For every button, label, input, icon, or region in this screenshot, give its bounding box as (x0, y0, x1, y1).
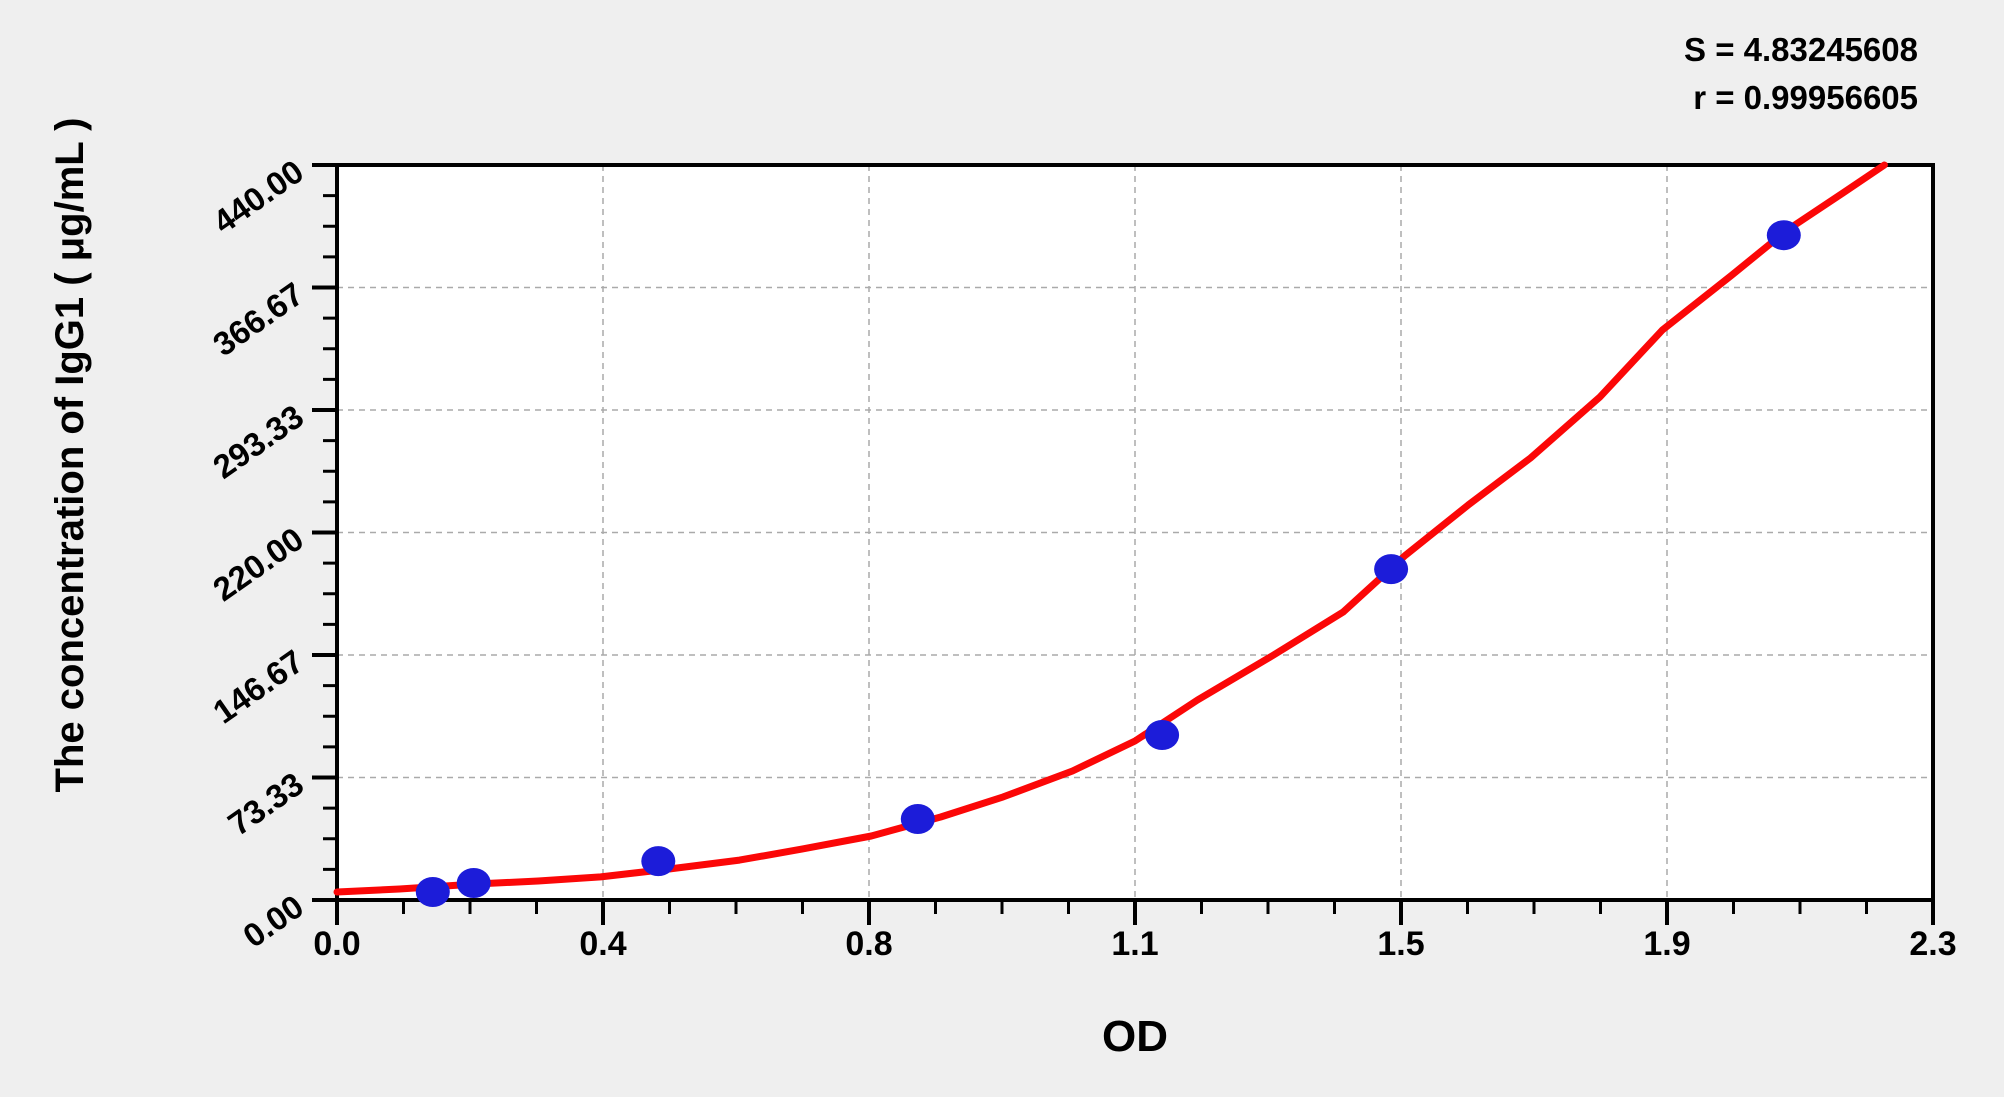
x-axis-title: OD (1102, 1012, 1168, 1061)
fit-statistics: S = 4.83245608 r = 0.99956605 (1684, 26, 1918, 122)
fit-curve-line (333, 161, 1888, 896)
y-tick-label: 0.00 (236, 887, 310, 954)
data-point (1766, 220, 1801, 251)
stat-r-value: r = 0.99956605 (1693, 78, 1918, 116)
data-point (1145, 720, 1180, 750)
plot-border (335, 163, 1935, 902)
x-tick-label: 2.3 (1909, 925, 1956, 963)
x-tick-label: 0.0 (313, 925, 360, 963)
y-axis-title: The concentration of IgG1 ( μg/mL ) (48, 117, 92, 793)
data-point (456, 868, 491, 898)
data-point (415, 877, 450, 907)
y-tick-label: 440.00 (206, 152, 310, 240)
y-tick-label: 146.67 (206, 642, 310, 730)
x-tick-label: 0.4 (579, 925, 626, 963)
x-tick-label: 0.8 (845, 925, 892, 963)
stat-s-value: S = 4.83245608 (1684, 31, 1918, 68)
data-point (641, 846, 676, 877)
data-point (1374, 554, 1409, 585)
data-point (900, 804, 935, 834)
x-tick-label: 1.5 (1377, 925, 1424, 963)
y-tick-label: 73.33 (221, 765, 310, 843)
y-tick-label: 366.67 (206, 275, 310, 363)
x-tick-label: 1.1 (1111, 925, 1158, 963)
x-tick-label: 1.9 (1643, 925, 1690, 963)
y-tick-label: 293.33 (206, 397, 310, 485)
y-tick-label: 220.00 (206, 520, 310, 608)
